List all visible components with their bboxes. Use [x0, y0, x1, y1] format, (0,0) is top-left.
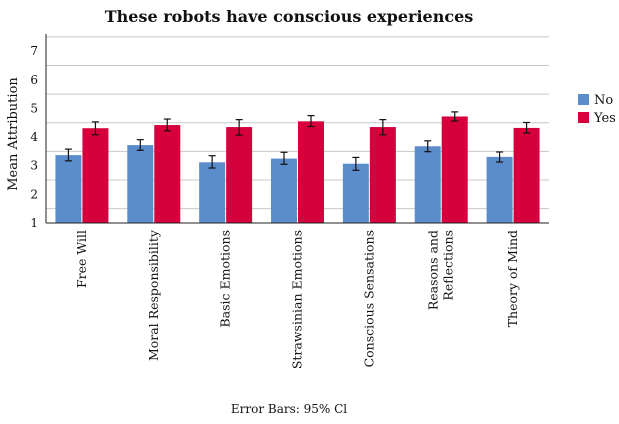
- bars-layer: [55, 116, 540, 223]
- y-axis-label: Mean Attribution: [6, 77, 21, 191]
- x-category-label: Reasons and: [426, 230, 441, 310]
- y-tick-label: 1: [30, 216, 38, 230]
- bar-no-2: [127, 145, 154, 223]
- y-tick-label: 5: [30, 101, 38, 115]
- legend-label-no: No: [594, 93, 613, 108]
- error-bars-layer: [64, 111, 531, 171]
- bar-yes-6: [441, 116, 468, 223]
- x-category-label: Conscious Sensations: [361, 230, 376, 367]
- bar-yes-2: [154, 125, 181, 223]
- bar-no-5: [342, 163, 369, 223]
- y-tick-label: 3: [30, 159, 38, 173]
- bar-no-6: [414, 146, 441, 223]
- chart-title: These robots have conscious experiences: [105, 7, 474, 26]
- error-bars-note: Error Bars: 95% Cl: [231, 402, 347, 416]
- bar-yes-4: [298, 121, 324, 223]
- y-tick-label: 2: [30, 187, 38, 201]
- bar-yes-3: [226, 127, 253, 223]
- bar-no-1: [55, 155, 82, 223]
- y-tick-label: 7: [30, 44, 38, 58]
- legend-label-yes: Yes: [593, 111, 616, 126]
- x-category-label: Strawsinian Emotions: [290, 230, 305, 369]
- x-category-label: Reflections: [441, 230, 456, 301]
- x-category-label: Theory of Mind: [505, 230, 520, 327]
- bar-no-4: [271, 158, 297, 223]
- bar-yes-1: [82, 128, 109, 223]
- grid-layer: [46, 36, 549, 210]
- x-category-label: Basic Emotions: [218, 230, 233, 328]
- legend: No Yes: [578, 93, 616, 126]
- bar-no-7: [486, 156, 513, 223]
- legend-swatch-no: [578, 94, 589, 105]
- axis-layer: [45, 34, 549, 224]
- y-tick-label: 6: [30, 73, 38, 87]
- y-tick-label: 4: [30, 130, 38, 144]
- x-category-label: Moral Responsibility: [146, 229, 161, 361]
- x-category-label: Free Will: [74, 230, 89, 288]
- bar-yes-5: [369, 127, 396, 223]
- labels-layer: 1 2 3 4 5 6 7 Free Will Moral Responsibility Basi…: [30, 44, 520, 369]
- bar-no-3: [199, 162, 226, 223]
- legend-swatch-yes: [578, 112, 589, 123]
- bar-yes-7: [513, 127, 540, 223]
